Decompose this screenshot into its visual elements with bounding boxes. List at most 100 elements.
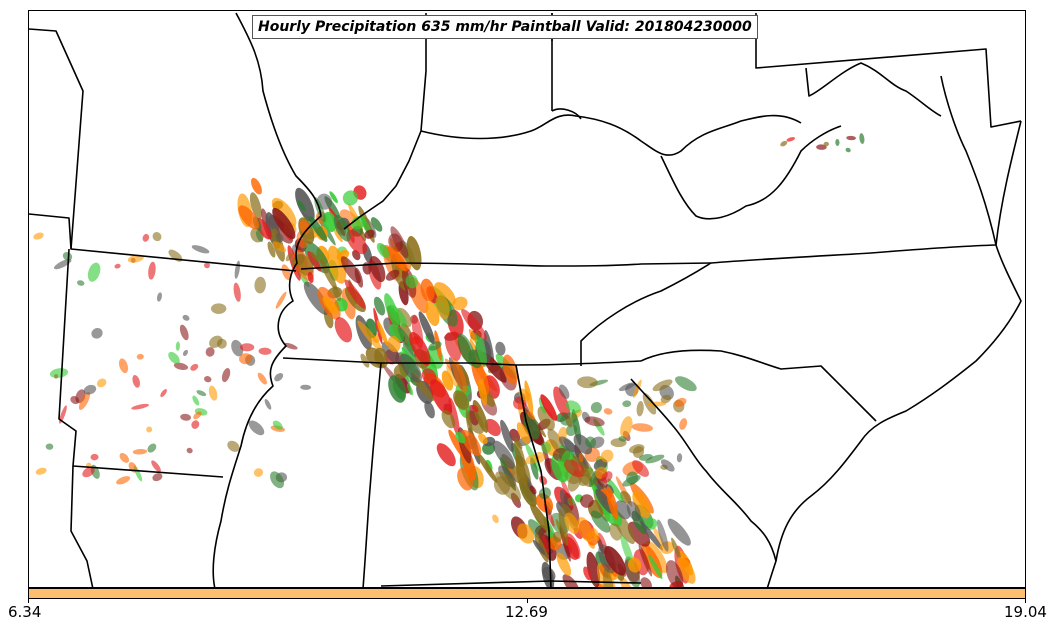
colorbar-tick-max: 19.04 — [1004, 603, 1047, 621]
precipitation-blob — [585, 436, 597, 449]
virginia-north-carolina-border — [710, 244, 997, 264]
precipitation-blob — [451, 357, 467, 394]
precipitation-blob — [409, 331, 431, 366]
precipitation-blob — [275, 291, 287, 309]
precipitation-blob — [665, 560, 684, 587]
precipitation-blob — [676, 453, 683, 463]
precipitation-blob — [193, 411, 202, 420]
precipitation-blob — [179, 324, 189, 341]
precipitation-blob — [208, 385, 218, 401]
precipitation-blob — [455, 431, 466, 444]
precipitation-blob — [529, 485, 537, 495]
precipitation-blob — [446, 365, 458, 388]
precipitation-blob — [62, 251, 73, 261]
precipitation-blob — [281, 264, 292, 281]
precipitation-blob — [541, 441, 551, 454]
precipitation-blob — [444, 332, 462, 361]
precipitation-blob — [173, 362, 189, 370]
precipitation-blob — [196, 390, 207, 397]
precipitation-blob — [564, 459, 585, 478]
precipitation-blob — [231, 339, 244, 357]
precipitation-blob — [565, 533, 581, 559]
precipitation-blob — [168, 351, 180, 364]
precipitation-blob — [420, 278, 435, 302]
precipitation-blob — [264, 399, 272, 410]
precipitation-blob — [82, 466, 95, 478]
state-borders — [29, 12, 1022, 587]
precipitation-blob — [370, 217, 383, 232]
precipitation-blob — [557, 458, 565, 473]
precipitation-blob — [272, 207, 296, 240]
precipitation-blob — [406, 383, 414, 396]
precipitation-blob — [629, 444, 645, 454]
precipitation-blob — [600, 449, 614, 463]
precipitation-blob — [156, 292, 162, 302]
precipitation-blob — [560, 477, 574, 508]
tennessee-south-border — [282, 357, 642, 366]
precipitation-blob — [388, 324, 405, 343]
precipitation-blob — [532, 539, 546, 555]
map-canvas — [29, 12, 1022, 587]
precipitation-blob — [186, 447, 193, 454]
precipitation-blob — [453, 390, 470, 411]
precipitation-blob — [660, 459, 675, 472]
precipitation-blob — [346, 229, 368, 255]
precipitation-blob — [210, 303, 227, 314]
precipitation-blob — [640, 577, 652, 587]
precipitation-paintball-layer — [33, 133, 865, 587]
precipitation-blob — [238, 353, 253, 365]
precipitation-blob — [558, 384, 570, 399]
precipitation-blob — [632, 490, 651, 519]
precipitation-blob — [627, 521, 651, 547]
precipitation-blob — [529, 503, 551, 533]
precipitation-blob — [471, 404, 479, 413]
precipitation-blob — [514, 440, 526, 467]
precipitation-blob — [517, 523, 535, 544]
precipitation-blob — [583, 566, 592, 581]
precipitation-blob — [465, 408, 473, 439]
precipitation-blob — [119, 452, 130, 463]
precipitation-blob — [553, 531, 562, 543]
precipitation-blob — [578, 453, 584, 463]
precipitation-blob — [132, 448, 148, 455]
precipitation-blob — [648, 554, 663, 580]
precipitation-blob — [310, 251, 318, 262]
precipitation-blob — [492, 440, 515, 470]
precipitation-blob — [323, 211, 337, 232]
precipitation-blob — [538, 487, 551, 500]
precipitation-blob — [540, 394, 558, 421]
precipitation-blob — [285, 253, 293, 262]
precipitation-blob — [618, 382, 636, 392]
precipitation-blob — [205, 347, 215, 357]
precipitation-blob — [271, 197, 297, 228]
mississippi-river-border — [212, 12, 322, 587]
precipitation-blob — [492, 514, 499, 524]
precipitation-blob — [590, 510, 611, 533]
precipitation-blob — [267, 241, 276, 258]
precipitation-blob — [452, 296, 468, 311]
precipitation-blob — [618, 436, 627, 442]
precipitation-blob — [786, 137, 796, 142]
precipitation-blob — [495, 341, 506, 356]
precipitation-blob — [146, 426, 153, 433]
precipitation-blob — [448, 429, 465, 458]
precipitation-blob — [275, 233, 284, 243]
precipitation-blob — [516, 422, 530, 445]
precipitation-blob — [553, 386, 571, 420]
precipitation-blob — [493, 476, 511, 495]
chesapeake-coastline — [940, 75, 997, 246]
precipitation-blob — [436, 443, 456, 467]
precipitation-blob — [577, 517, 593, 542]
precipitation-blob — [204, 262, 210, 269]
precipitation-blob — [385, 269, 400, 281]
precipitation-blob — [675, 376, 697, 392]
precipitation-blob — [631, 423, 653, 432]
colorbar-tick-mark-max — [1025, 599, 1026, 603]
precipitation-blob — [291, 254, 305, 267]
precipitation-blob — [190, 363, 199, 371]
precipitation-blob — [127, 254, 144, 263]
precipitation-blob — [671, 537, 682, 560]
precipitation-blob — [537, 406, 555, 431]
oklahoma-border — [58, 248, 224, 478]
precipitation-blob — [360, 353, 370, 368]
